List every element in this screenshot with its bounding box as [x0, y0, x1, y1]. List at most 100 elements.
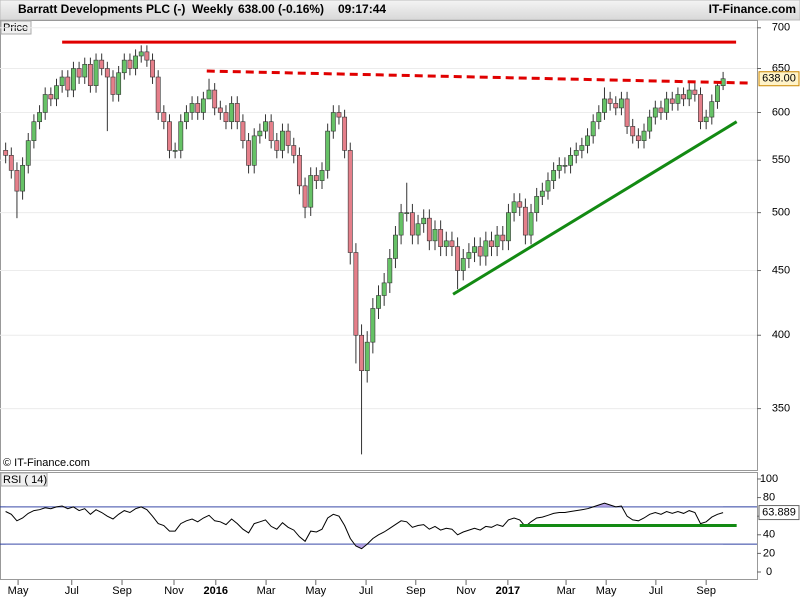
oversold-fill	[354, 544, 368, 549]
candle-body	[54, 85, 59, 100]
x-tick-label: May	[305, 585, 326, 597]
candle-body	[618, 98, 624, 109]
candle-body	[381, 282, 387, 296]
last-rsi-box	[758, 505, 800, 521]
candle-body	[398, 212, 404, 236]
candle-body	[426, 217, 432, 242]
candle-body	[647, 116, 653, 132]
candle-body	[698, 94, 703, 123]
rsi-line	[5, 502, 724, 550]
candle-body	[443, 240, 449, 247]
candle-body	[172, 150, 178, 152]
trend-line	[452, 120, 738, 296]
price-panel	[0, 20, 758, 471]
candle-body	[359, 334, 364, 372]
candle-body	[110, 76, 116, 95]
candle-body	[133, 55, 139, 69]
candle-body	[376, 295, 381, 309]
candle-body	[415, 223, 421, 236]
y-tick-label: 600	[772, 106, 790, 118]
y-tick-label: 500	[772, 207, 790, 219]
candle-body	[460, 258, 466, 271]
candle-body	[664, 98, 670, 113]
candle-body	[579, 145, 585, 151]
candle-body	[641, 130, 647, 141]
candle-body	[161, 112, 167, 123]
x-tick-label: Mar	[557, 585, 576, 597]
candle-body	[494, 234, 500, 247]
candle-body	[353, 252, 359, 336]
header-period: Weekly	[192, 2, 233, 16]
candle-body	[116, 72, 122, 95]
candle-body	[675, 94, 681, 104]
candle-body	[692, 89, 698, 95]
candle-body	[370, 308, 376, 343]
candle-body	[483, 240, 489, 257]
candle-body	[42, 94, 48, 113]
x-tick-label: Jul	[65, 585, 79, 597]
x-tick-label: Nov	[164, 585, 184, 597]
candle-body	[234, 103, 240, 123]
candle-body	[596, 112, 602, 123]
candle-body	[291, 145, 297, 156]
candle-body	[630, 126, 636, 137]
header-quote: 638.00 (-0.16%)	[238, 2, 324, 16]
candle-body	[522, 206, 528, 236]
candle-body	[138, 51, 144, 57]
watermark: © IT-Finance.com	[3, 457, 90, 469]
candle-body	[268, 121, 274, 141]
candle-body	[551, 170, 557, 181]
candle-body	[652, 107, 658, 118]
x-tick-label: Sep	[406, 585, 426, 597]
candle-body	[313, 175, 319, 181]
x-tick-label: Sep	[696, 585, 716, 597]
y-tick-label: 400	[772, 329, 790, 341]
candle-body	[251, 135, 257, 166]
candle-body	[48, 94, 54, 100]
candle-body	[229, 103, 235, 123]
candle-body	[681, 94, 686, 100]
y-tick-label: 350	[772, 403, 790, 415]
x-tick-label: May	[596, 585, 617, 597]
rsi-label: RSI ( 14)	[3, 474, 47, 486]
candle-body	[421, 217, 427, 225]
candle-body	[71, 68, 76, 91]
candle-body	[178, 121, 184, 151]
candle-body	[189, 103, 195, 113]
candle-body	[240, 121, 246, 141]
candle-body	[76, 68, 82, 78]
candle-body	[3, 150, 9, 156]
candle-body	[25, 140, 31, 166]
y-tick-label: 40	[763, 529, 775, 541]
candle-body	[364, 341, 370, 372]
last-price-label: 638.00	[762, 73, 796, 85]
candle-body	[319, 170, 325, 181]
candle-body	[387, 258, 393, 284]
candle-body	[686, 89, 692, 100]
y-tick-label: 450	[772, 264, 790, 276]
candle-body	[127, 59, 133, 69]
candle-body	[223, 112, 229, 123]
candle-body	[302, 185, 308, 208]
candle-body	[432, 229, 438, 242]
candle-body	[59, 76, 65, 86]
candle-body	[635, 135, 641, 141]
candle-body	[65, 76, 71, 91]
candle-body	[20, 165, 26, 192]
candle-body	[528, 212, 534, 236]
y-tick-label: 100	[760, 473, 778, 485]
candle-body	[296, 155, 302, 187]
x-tick-label: Mar	[257, 585, 276, 597]
candle-body	[330, 112, 336, 132]
candle-body	[455, 246, 461, 271]
candle-body	[8, 155, 14, 171]
candle-body	[568, 155, 573, 166]
candle-body	[336, 112, 342, 118]
header-time: 09:17:44	[338, 2, 386, 16]
candle-body	[167, 121, 172, 151]
candle-body	[144, 51, 150, 61]
candle-body	[184, 112, 189, 123]
candle-body	[31, 121, 37, 141]
candle-body	[14, 170, 20, 192]
candle-body	[212, 89, 218, 109]
